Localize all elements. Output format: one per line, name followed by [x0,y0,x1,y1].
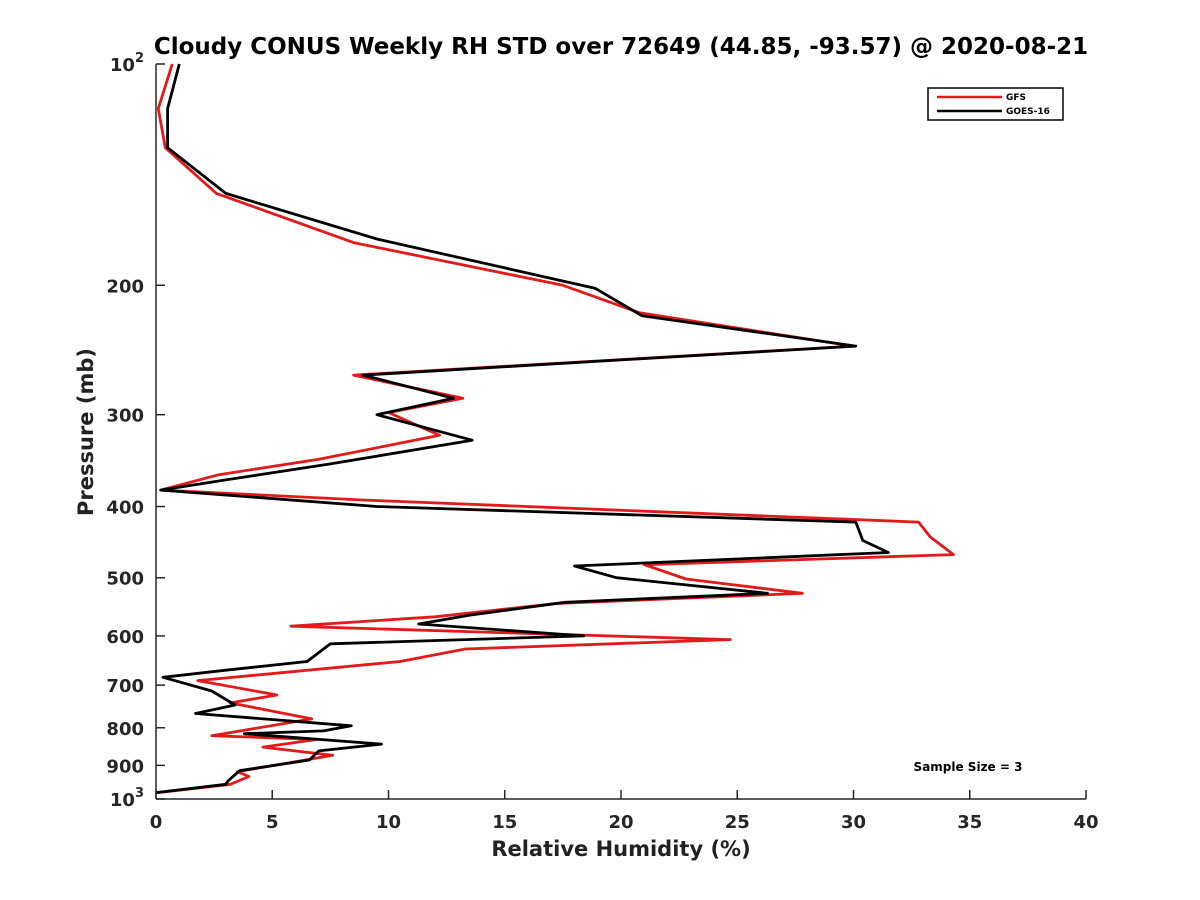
y-tick-label: 800 [106,719,144,740]
y-ticks: 102 200 300 400 500 600 700 800 900 103 [106,51,165,811]
y-tick-label: 103 [110,786,144,811]
y-tick-label: 500 [106,569,144,590]
y-tick-label: 300 [106,406,144,427]
x-tick-label: 35 [957,812,982,833]
y-axis-label: Pressure (mb) [74,348,98,516]
x-tick-label: 40 [1073,812,1098,833]
legend: GFS GOES-16 [927,87,1064,121]
series-line-goes-16 [155,63,890,794]
sample-size-annotation: Sample Size = 3 [914,760,1023,774]
legend-label-goes16: GOES-16 [1006,107,1050,117]
series-layer [155,63,955,794]
x-tick-label: 15 [492,812,517,833]
x-ticks: 0 5 10 15 20 25 30 35 40 [150,790,1099,833]
legend-label-gfs: GFS [1006,93,1026,103]
y-tick-label: 700 [106,676,144,697]
x-tick-label: 5 [266,812,279,833]
x-tick-label: 0 [150,812,163,833]
y-tick-label: 102 [110,51,144,76]
x-tick-label: 30 [841,812,866,833]
y-tick-label: 200 [106,276,144,297]
plot-area [156,64,1086,799]
y-tick-label: 400 [106,498,144,519]
x-tick-label: 25 [725,812,750,833]
x-tick-label: 10 [376,812,401,833]
x-axis-label: Relative Humidity (%) [491,837,750,861]
y-tick-label: 600 [106,627,144,648]
y-tick-label: 900 [106,756,144,777]
chart-title: Cloudy CONUS Weekly RH STD over 72649 (4… [154,34,1088,60]
legend-box [927,87,1064,121]
x-tick-label: 20 [608,812,633,833]
